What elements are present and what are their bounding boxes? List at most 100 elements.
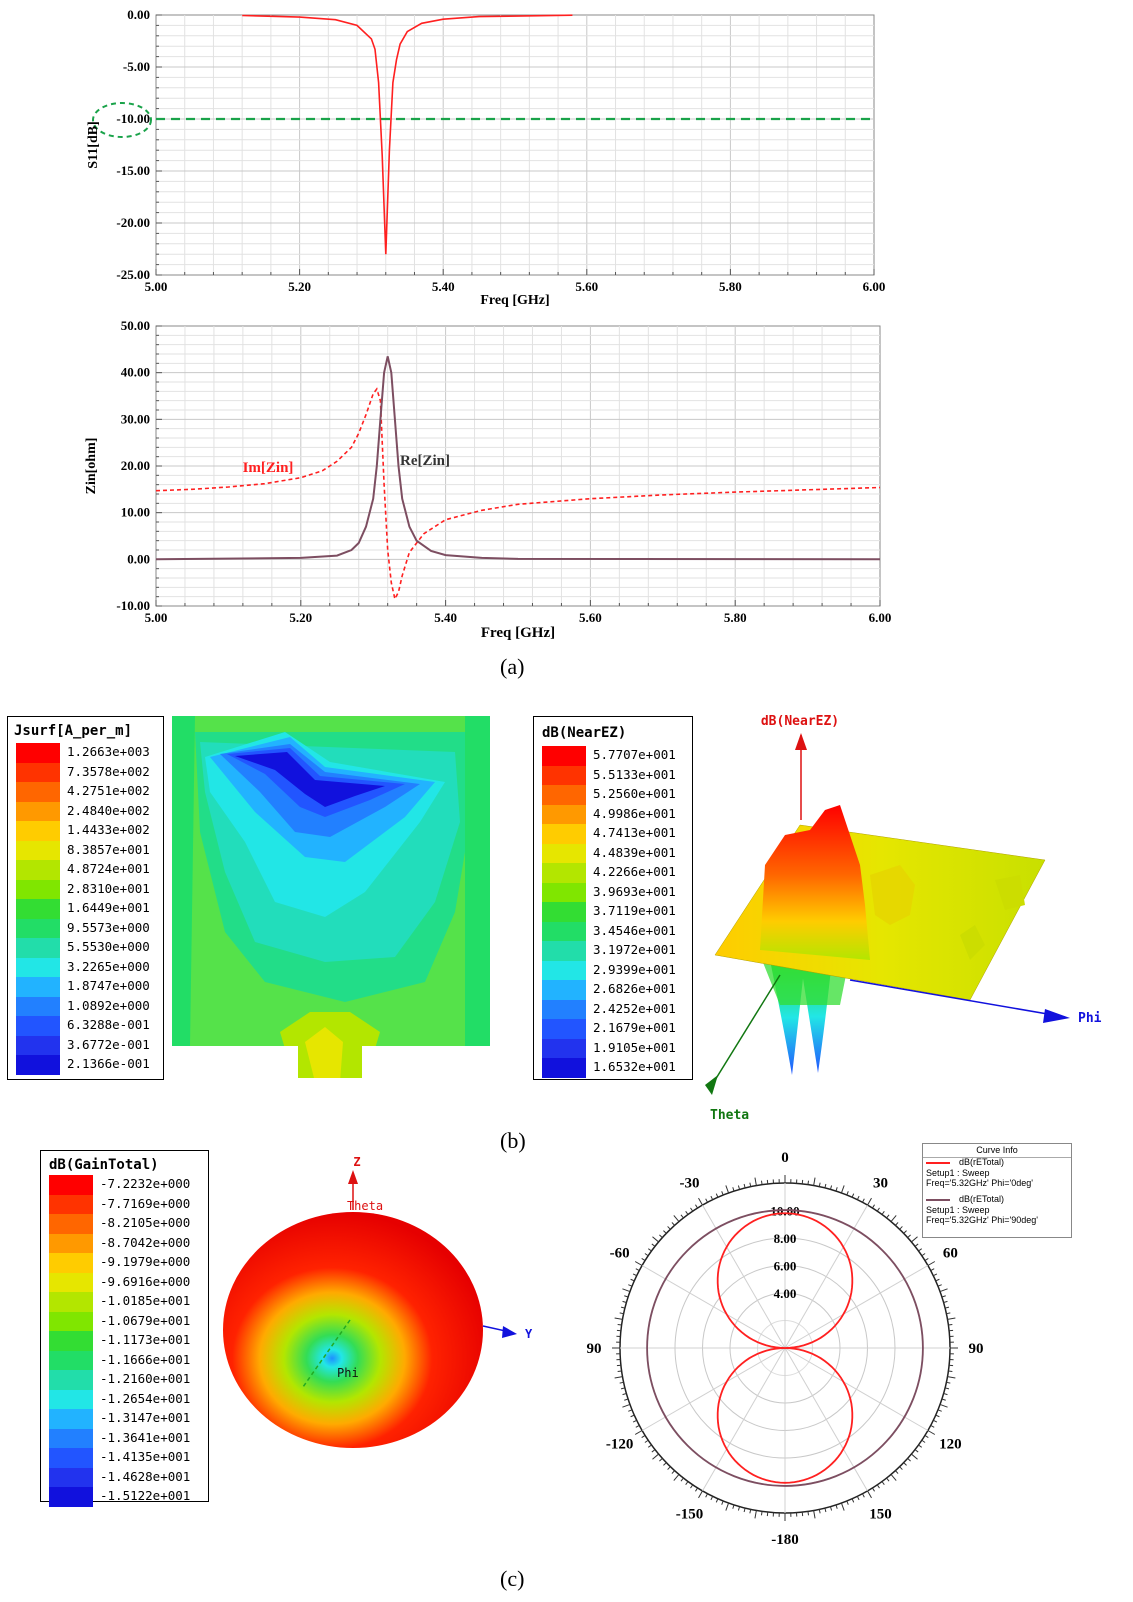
polar-tick: [947, 1317, 956, 1320]
legend-swatch: [49, 1370, 93, 1390]
polar-tick: [632, 1273, 637, 1277]
polar-tick: [939, 1403, 948, 1408]
legend-swatch: [16, 899, 60, 919]
polar-chart: 0 30 60 90 120 150 -180 -150 -120 90 -60 -30 10.00 8.…: [587, 1150, 984, 1548]
polar-tick: [667, 1226, 671, 1230]
y-tick-label: 30.00: [121, 411, 150, 426]
y-tick-label: 40.00: [121, 365, 150, 380]
chart-a: 5.00 5.20 5.40 5.60 5.80 6.00 0.00 -5.00 -10.00 -…: [84, 7, 892, 641]
polar-tick: [939, 1288, 948, 1293]
polar-tick: [824, 1507, 827, 1513]
legend-value: -1.3147e+001: [100, 1410, 191, 1425]
polar-tick: [690, 1207, 694, 1212]
legend-swatch: [49, 1233, 93, 1253]
legend-swatch: [16, 860, 60, 880]
polar-tick: [818, 1509, 821, 1514]
legend-swatch: [542, 765, 586, 785]
legend-value: 2.8310e+001: [67, 880, 150, 896]
polar-tick: [856, 1496, 860, 1501]
polar-tick: [635, 1425, 640, 1428]
legend-value: 2.1366e-001: [67, 1056, 150, 1071]
polar-angle-label: -120: [606, 1437, 634, 1453]
x-tick-label: 5.60: [575, 279, 598, 294]
legend-value: 8.3857e+001: [67, 841, 150, 857]
legend-value: 4.8724e+001: [67, 861, 150, 876]
polar-tick: [924, 1435, 929, 1438]
polar-tick: [829, 1185, 833, 1190]
polar-tick: [624, 1398, 629, 1401]
gain-y-label: Y: [525, 1327, 533, 1341]
polar-tick: [663, 1230, 667, 1234]
s11-plot-area: [155, 14, 875, 276]
curve-info-setup-0: Setup1 : Sweep: [926, 1168, 990, 1178]
polar-tick: [641, 1258, 646, 1261]
polar-angle-label: 0: [781, 1150, 789, 1166]
legend-value: 3.1972e+001: [593, 942, 676, 957]
legend-value: 5.5133e+001: [593, 766, 676, 782]
polar-tick: [807, 1180, 810, 1185]
polar-tick: [632, 1419, 637, 1423]
legend-swatch: [542, 960, 586, 980]
legend-swatch: [49, 1194, 93, 1214]
polar-tick: [846, 1500, 849, 1505]
s11-grid: [156, 15, 874, 275]
y-tick-label: 10.00: [121, 505, 150, 520]
polar-tick: [634, 1430, 643, 1435]
legend-value: 4.2266e+001: [593, 864, 676, 879]
polar-tick: [941, 1295, 946, 1298]
gain-phi-label: Phi: [337, 1366, 359, 1380]
gain-legend-title: dB(GainTotal): [49, 1157, 159, 1173]
x-tick-label: 5.60: [579, 610, 602, 625]
s11-ylabel: S11[dB]: [86, 121, 101, 168]
polar-tick: [620, 1306, 626, 1309]
polar-tick: [641, 1435, 646, 1438]
polar-tick: [899, 1466, 903, 1470]
polar-tick: [667, 1466, 671, 1470]
polar-tick: [705, 1198, 708, 1203]
legend-swatch: [49, 1175, 93, 1195]
x-tick-label: 5.20: [289, 610, 312, 625]
nearez-3d-plot: dB(NearEZ) Phi Theta: [705, 714, 1102, 1123]
polar-tick: [903, 1230, 907, 1234]
polar-angle-label: -150: [676, 1506, 704, 1522]
nearez-theta-axis: [711, 974, 781, 1086]
y-tick-label: -10.00: [116, 598, 150, 613]
polar-tick: [644, 1439, 649, 1443]
legend-value: -1.5122e+001: [100, 1488, 191, 1503]
polar-tick: [895, 1470, 899, 1474]
legend-swatch: [16, 1035, 60, 1055]
nearez-z-arrow-icon: [795, 733, 807, 750]
polar-tick: [628, 1284, 633, 1287]
legend-swatch: [16, 1016, 60, 1036]
legend-swatch: [16, 782, 60, 802]
polar-tick: [651, 1243, 656, 1247]
legend-value: 3.7119e+001: [593, 903, 676, 918]
legend-swatch: [49, 1467, 93, 1487]
legend-value: 1.9105e+001: [593, 1039, 676, 1055]
curve-info-name-1: dB(rETotal): [959, 1194, 1005, 1204]
legend-value: 1.8747e+000: [67, 978, 150, 993]
polar-tick: [644, 1253, 649, 1257]
polar-tick: [760, 1180, 763, 1185]
polar-curve-info: Curve Info dB(rETotal) Setup1 : Sweep Fr…: [922, 1143, 1072, 1238]
legend-value: -1.2160e+001: [100, 1371, 191, 1386]
polar-tick: [886, 1214, 890, 1219]
polar-tick: [813, 1510, 816, 1519]
y-tick-label: 50.00: [121, 318, 150, 333]
polar-tick: [948, 1370, 953, 1373]
polar-tick: [659, 1458, 663, 1462]
legend-swatch: [542, 863, 586, 883]
polar-series-phi0: [716, 1212, 854, 1484]
y-tick-label: -5.00: [123, 59, 150, 74]
legend-value: 1.4433e+002: [67, 822, 150, 837]
polar-tick: [927, 1430, 936, 1435]
legend-swatch: [49, 1214, 93, 1234]
jsurf-legend-title: Jsurf[A_per_m]: [14, 723, 133, 739]
legend-value: -7.7169e+000: [100, 1195, 191, 1211]
legend-swatch: [542, 1058, 586, 1078]
x-tick-label: 6.00: [869, 610, 892, 625]
legend-value: 4.9986e+001: [593, 805, 676, 821]
polar-tick: [911, 1453, 918, 1460]
polar-tick: [614, 1317, 623, 1320]
zin-series-re: [155, 356, 881, 561]
